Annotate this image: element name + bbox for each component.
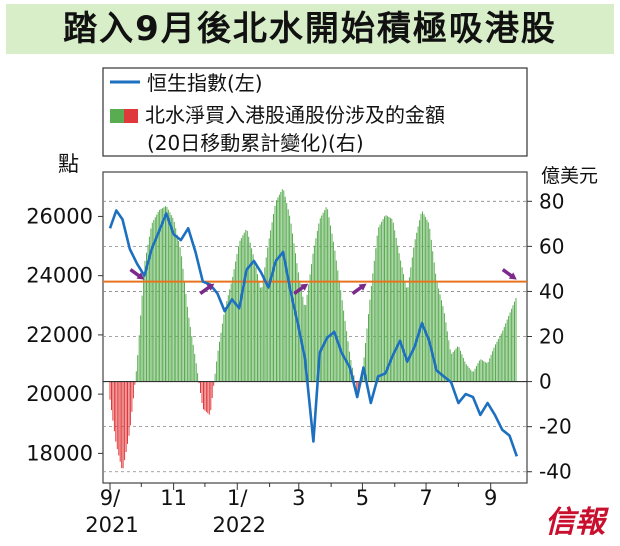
x-tick-label: 9/ [100,486,121,510]
legend-box [102,67,528,157]
purple-arrow-head [136,272,145,280]
x-tick-label: 11 [160,486,187,510]
left-tick-label: 22000 [26,323,93,347]
purple-arrow-head [508,272,517,280]
right-axis-unit: 億美元 [541,165,598,187]
left-tick-label: 20000 [26,382,93,406]
right-tick-label: -40 [539,460,572,484]
publisher-logo: 信報 [545,505,605,540]
right-tick-label: 40 [539,279,564,303]
left-tick-label: 24000 [26,264,93,288]
hsi-line [108,209,519,457]
right-tick-label: 20 [539,325,564,349]
right-tick-label: 0 [539,370,552,394]
x-axis-ticks: 9/2021 11 1/2022 3 5 7 9 [85,483,497,537]
legend-line-label: 恒生指數(左) [147,71,263,95]
title-bar [6,4,614,54]
left-tick-label: 26000 [26,204,93,228]
x-tick-label: 1/ [227,486,248,510]
purple-arrows [129,268,517,296]
right-tick-label: -20 [539,415,572,439]
left-axis-ticks: 26000 24000 22000 20000 18000 [26,204,103,465]
purple-arrow-head [300,283,309,291]
left-axis-unit: 點 [58,152,79,176]
right-tick-label: 80 [539,189,564,213]
x-tick-year-label: 2021 [85,513,138,537]
x-tick-year-label: 2022 [213,513,266,537]
purple-arrow-head [358,283,367,291]
left-tick-label: 18000 [26,441,93,465]
legend-bar-label-line1: 北水淨買入港股通股份涉及的金額 [145,103,445,127]
chart-title: 踏入9月後北水開始積極吸港股 [63,9,557,49]
x-tick-label: 7 [419,486,432,510]
purple-arrow-head [206,283,215,291]
legend-bar-swatch-negative [124,109,138,123]
legend-bar-swatch-positive [110,109,124,123]
x-tick-label: 9 [484,486,497,510]
x-tick-label: 5 [356,486,369,510]
right-tick-label: 60 [539,234,564,258]
x-tick-label: 3 [292,486,305,510]
right-axis-ticks: 80 60 40 20 0 -20 -40 [527,189,572,484]
legend-bar-label-line2: (20日移動累計變化)(右) [147,131,364,155]
